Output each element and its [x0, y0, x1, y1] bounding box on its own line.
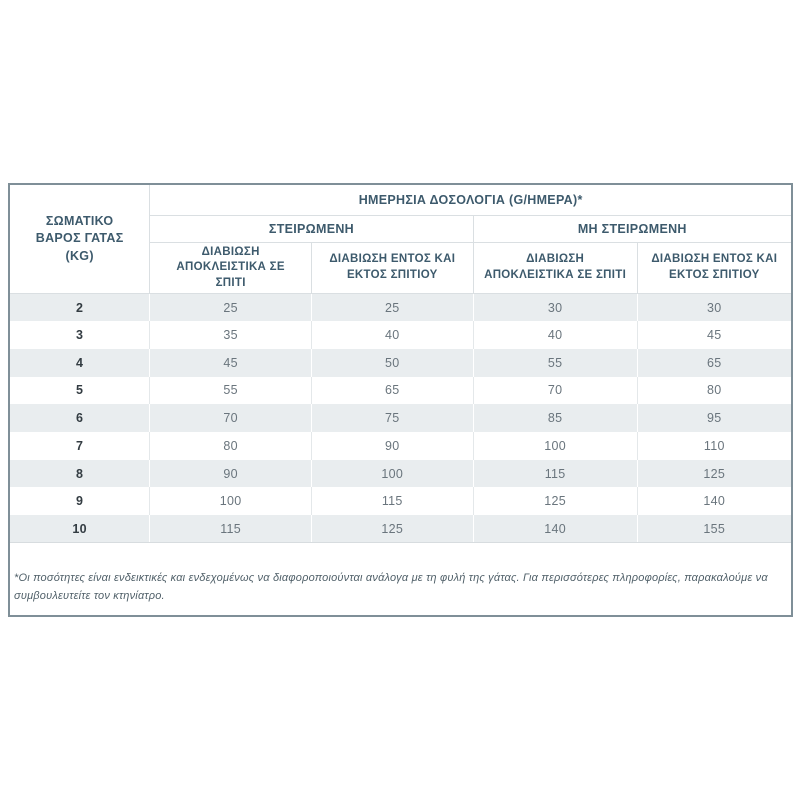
dosage-value-cell: 35: [149, 321, 312, 349]
dosage-value-cell: 45: [636, 321, 791, 349]
table-row: 7 80 90 100 110: [10, 431, 791, 460]
dosage-value-cell: 75: [310, 404, 474, 432]
dosage-value-cell: 30: [636, 293, 791, 322]
dosage-value-cell: 40: [310, 321, 474, 349]
dosage-value-cell: 140: [472, 515, 638, 544]
group-header-non-sterilized: ΜΗ ΣΤΕΙΡΩΜΕΝΗ: [472, 214, 791, 243]
dosage-value-cell: 65: [636, 348, 791, 377]
dosage-table-header: ΣΩΜΑΤΙΚΟ ΒΑΡΟΣ ΓΑΤΑΣ (KG) ΗΜΕΡΗΣΙΑ ΔΟΣΟΛ…: [10, 185, 791, 295]
dosage-table: ΣΩΜΑΤΙΚΟ ΒΑΡΟΣ ΓΑΤΑΣ (KG) ΗΜΕΡΗΣΙΑ ΔΟΣΟΛ…: [10, 185, 791, 544]
dosage-value-cell: 90: [310, 431, 474, 460]
dosage-table-panel: ΣΩΜΑΤΙΚΟ ΒΑΡΟΣ ΓΑΤΑΣ (KG) ΗΜΕΡΗΣΙΑ ΔΟΣΟΛ…: [8, 183, 793, 617]
dosage-value-cell: 100: [472, 431, 638, 460]
table-row: 5 55 65 70 80: [10, 376, 791, 405]
table-row: 4 45 50 55 65: [10, 348, 791, 377]
dosage-value-cell: 115: [472, 459, 638, 488]
dosage-value-cell: 95: [636, 404, 791, 432]
dosage-value-cell: 155: [636, 515, 791, 544]
weight-cell: 8: [76, 466, 84, 481]
table-row: 2 25 25 30 30: [10, 293, 791, 322]
weight-cell: 4: [76, 355, 84, 370]
dosage-value-cell: 70: [472, 376, 638, 405]
header-row-subcolumns: ΔΙΑΒΙΩΣΗ ΑΠΟΚΛΕΙΣΤΙΚΑ ΣΕ ΣΠΙΤΙ ΔΙΑΒΙΩΣΗ …: [10, 241, 791, 295]
dosage-value-cell: 125: [310, 515, 474, 544]
dosage-value-cell: 40: [472, 321, 638, 349]
subheader-non-sterilized-indoor-outdoor: ΔΙΑΒΙΩΣΗ ΕΝΤΟΣ ΚΑΙ ΕΚΤΟΣ ΣΠΙΤΙΟΥ: [636, 241, 791, 295]
weight-cell: 7: [76, 438, 84, 453]
table-row: 10 115 125 140 155: [10, 515, 791, 544]
dosage-value-cell: 70: [149, 404, 312, 432]
subheader-non-sterilized-indoor: ΔΙΑΒΙΩΣΗ ΑΠΟΚΛΕΙΣΤΙΚΑ ΣΕ ΣΠΙΤΙ: [472, 241, 638, 295]
weight-cell: 9: [76, 494, 84, 509]
dosage-value-cell: 140: [636, 487, 791, 516]
dosage-value-cell: 80: [149, 431, 312, 460]
dosage-value-cell: 55: [149, 376, 312, 405]
dosage-table-body: 2 25 25 30 30 3 35 40 40 45 4 45 50 55 65 5 55 65 70 80 6 70 7…: [10, 293, 791, 544]
dosage-value-cell: 45: [149, 348, 312, 377]
dosage-value-cell: 90: [149, 459, 312, 488]
weight-cell: 2: [76, 300, 84, 315]
table-row: 6 70 75 85 95: [10, 404, 791, 432]
dosage-value-cell: 115: [149, 515, 312, 544]
dosage-value-cell: 115: [310, 487, 474, 516]
dosage-value-cell: 50: [310, 348, 474, 377]
weight-cell: 5: [76, 383, 84, 398]
weight-cell: 10: [10, 515, 150, 544]
header-row-title: ΣΩΜΑΤΙΚΟ ΒΑΡΟΣ ΓΑΤΑΣ (KG) ΗΜΕΡΗΣΙΑ ΔΟΣΟΛ…: [10, 185, 791, 295]
dosage-value-cell: 25: [149, 293, 312, 322]
dosage-value-cell: 25: [310, 293, 474, 322]
dosage-value-cell: 30: [472, 293, 638, 322]
table-title: ΗΜΕΡΗΣΙΑ ΔΟΣΟΛΟΓΙΑ (G/ΗΜΕΡΑ)*: [149, 185, 791, 216]
subheader-sterilized-indoor-outdoor: ΔΙΑΒΙΩΣΗ ΕΝΤΟΣ ΚΑΙ ΕΚΤΟΣ ΣΠΙΤΙΟΥ: [310, 241, 474, 295]
table-row: 3 35 40 40 45: [10, 321, 791, 349]
dosage-value-cell: 85: [472, 404, 638, 432]
table-row: 8 90 100 115 125: [10, 459, 791, 488]
group-header-sterilized: ΣΤΕΙΡΩΜΕΝΗ: [149, 214, 474, 243]
dosage-value-cell: 80: [636, 376, 791, 405]
dosage-value-cell: 55: [472, 348, 638, 377]
dosage-value-cell: 100: [310, 459, 474, 488]
header-row-groups: ΣΤΕΙΡΩΜΕΝΗ ΜΗ ΣΤΕΙΡΩΜΕΝΗ: [10, 214, 791, 243]
table-row: 9 100 115 125 140: [10, 487, 791, 516]
dosage-value-cell: 100: [149, 487, 312, 516]
dosage-value-cell: 125: [636, 459, 791, 488]
weight-column-header: ΣΩΜΑΤΙΚΟ ΒΑΡΟΣ ΓΑΤΑΣ (KG): [10, 185, 151, 295]
dosage-value-cell: 110: [636, 431, 791, 460]
weight-cell: 3: [76, 328, 84, 343]
subheader-sterilized-indoor: ΔΙΑΒΙΩΣΗ ΑΠΟΚΛΕΙΣΤΙΚΑ ΣΕ ΣΠΙΤΙ: [149, 241, 312, 295]
weight-cell: 6: [76, 411, 84, 426]
dosage-value-cell: 65: [310, 376, 474, 405]
dosage-footnote: *Οι ποσότητες είναι ενδεικτικές και ενδε…: [14, 572, 768, 603]
dosage-value-cell: 125: [472, 487, 638, 516]
